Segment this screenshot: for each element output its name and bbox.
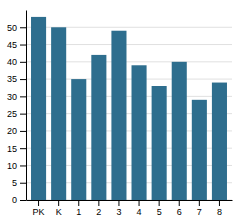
x-tick: 3	[116, 200, 121, 217]
plot-area: 05101520253035404550PKK12345678	[7, 11, 233, 218]
bar	[91, 55, 106, 200]
y-tick-label: 15	[7, 144, 17, 154]
y-tick: 45	[7, 40, 26, 50]
y-tick-label: 20	[7, 126, 17, 136]
y-tick: 0	[12, 195, 26, 205]
x-tick-mark	[58, 200, 59, 206]
bar	[111, 31, 126, 200]
y-tick-mark	[20, 62, 26, 63]
y-tick-mark	[20, 96, 26, 97]
y-tick-label: 5	[12, 178, 17, 188]
grid	[26, 27, 232, 200]
y-tick: 20	[7, 126, 26, 136]
y-tick: 40	[7, 57, 26, 67]
x-tick-label: 3	[116, 207, 121, 217]
y-tick: 25	[7, 109, 26, 119]
x-tick-label: 6	[177, 207, 182, 217]
x-tick: 8	[217, 200, 222, 217]
bar	[132, 65, 147, 200]
x-tick: 2	[96, 200, 101, 217]
bar	[172, 62, 187, 200]
x-tick-label: 1	[76, 207, 81, 217]
y-tick: 35	[7, 74, 26, 84]
x-tick: 1	[76, 200, 81, 217]
x-tick-mark	[98, 200, 99, 206]
x-tick: 5	[157, 200, 162, 217]
y-tick-mark	[20, 114, 26, 115]
x-tick: 6	[177, 200, 182, 217]
y-tick: 5	[12, 178, 26, 188]
x-tick-label: 7	[197, 207, 202, 217]
y-tick-label: 30	[7, 92, 17, 102]
bars	[31, 17, 227, 200]
bar	[212, 83, 227, 200]
y-axis-line	[26, 11, 27, 201]
chart-svg: 05101520253035404550PKK12345678	[0, 0, 240, 220]
x-tick-label: PK	[33, 207, 45, 217]
x-tick-mark	[118, 200, 119, 206]
y-tick-mark	[20, 183, 26, 184]
y-tick-mark	[20, 27, 26, 28]
x-tick-label: 8	[217, 207, 222, 217]
x-tick-label: K	[56, 207, 62, 217]
x-tick: PK	[33, 200, 45, 217]
y-tick-mark	[20, 131, 26, 132]
y-tick-label: 40	[7, 57, 17, 67]
bar	[192, 100, 207, 200]
x-tick-mark	[179, 200, 180, 206]
x-tick: K	[56, 200, 62, 217]
x-tick: 7	[197, 200, 202, 217]
x-axis-line	[27, 200, 233, 201]
x-tick-mark	[38, 200, 39, 206]
x-axis: PK K 1 2 3 4 5 6 7 8	[27, 200, 233, 217]
y-tick-label: 45	[7, 40, 17, 50]
y-tick-label: 50	[7, 23, 17, 33]
x-tick-label: 5	[157, 207, 162, 217]
bar	[71, 79, 86, 200]
x-tick-mark	[219, 200, 220, 206]
y-tick: 50	[7, 23, 26, 33]
y-tick-label: 0	[12, 195, 17, 205]
y-tick-mark	[20, 165, 26, 166]
y-tick: 10	[7, 161, 26, 171]
x-tick-mark	[139, 200, 140, 206]
y-tick: 30	[7, 92, 26, 102]
y-tick-label: 35	[7, 74, 17, 84]
bar	[152, 86, 167, 200]
bar	[51, 27, 66, 200]
x-tick-label: 2	[96, 207, 101, 217]
x-tick: 4	[137, 200, 142, 217]
y-tick-mark	[20, 200, 26, 201]
y-tick-mark	[20, 148, 26, 149]
y-tick-mark	[20, 79, 26, 80]
chart-container: 05101520253035404550PKK12345678	[0, 0, 240, 220]
x-tick-mark	[78, 200, 79, 206]
x-tick-mark	[199, 200, 200, 206]
y-tick: 15	[7, 144, 26, 154]
y-axis: 0 5 10 15 20 25 30 35 40 45 50	[7, 11, 27, 206]
y-tick-mark	[20, 45, 26, 46]
y-tick-label: 25	[7, 109, 17, 119]
bar	[31, 17, 46, 200]
y-tick-label: 10	[7, 161, 17, 171]
x-tick-label: 4	[137, 207, 142, 217]
x-tick-mark	[159, 200, 160, 206]
